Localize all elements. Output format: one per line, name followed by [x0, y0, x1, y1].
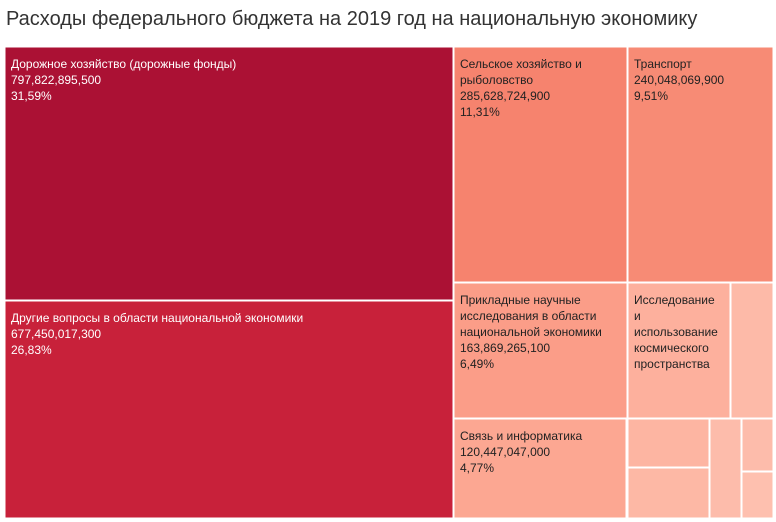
treemap-cell-9: [627, 467, 710, 519]
treemap-cell-3: [627, 46, 774, 283]
chart-title: Расходы федерального бюджета на 2019 год…: [6, 8, 698, 30]
treemap-cell-2: [453, 46, 628, 283]
treemap-cell-6: [627, 282, 731, 419]
treemap-cell-12: [741, 471, 774, 519]
treemap-cell-4: [453, 282, 628, 419]
treemap-cell-0: [4, 46, 454, 301]
treemap-cell-5: [453, 418, 627, 519]
treemap-cell-8: [627, 418, 710, 468]
treemap-cell-7: [730, 282, 774, 419]
treemap-cell-1: [4, 300, 454, 519]
treemap-cell-10: [709, 418, 742, 519]
treemap-cell-11: [741, 418, 774, 472]
